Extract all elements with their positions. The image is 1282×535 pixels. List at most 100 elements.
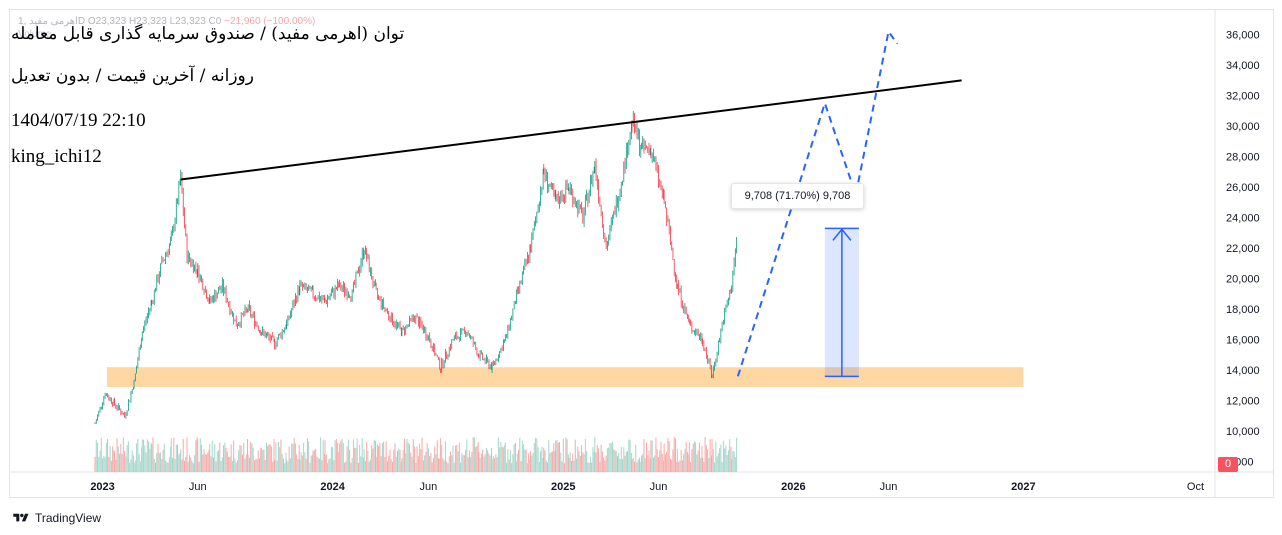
volume-bar bbox=[565, 437, 567, 472]
volume-bar bbox=[410, 452, 412, 472]
volume-bar bbox=[373, 439, 375, 472]
volume-bar bbox=[229, 456, 231, 472]
volume-bar bbox=[324, 440, 326, 472]
volume-bar bbox=[153, 458, 155, 472]
volume-bar bbox=[430, 453, 432, 472]
volume-bar bbox=[705, 445, 707, 472]
y-tick-label: 28,000 bbox=[1226, 152, 1260, 164]
volume-bar bbox=[199, 438, 201, 472]
volume-bar bbox=[554, 451, 556, 472]
volume-bar bbox=[420, 448, 422, 472]
volume-bar bbox=[291, 443, 293, 472]
volume-bar bbox=[629, 439, 631, 472]
volume-bar bbox=[722, 440, 724, 472]
volume-bar bbox=[366, 441, 368, 472]
x-tick-label: Jun bbox=[420, 481, 438, 493]
volume-bar bbox=[175, 444, 177, 472]
volume-bar bbox=[305, 458, 307, 472]
volume-bar bbox=[497, 437, 499, 472]
volume-bar bbox=[234, 458, 236, 472]
legend-change: −21,960 (−100.00%) bbox=[224, 16, 316, 27]
volume-bar bbox=[475, 447, 477, 472]
volume-bar bbox=[552, 451, 554, 472]
volume-bar bbox=[352, 439, 354, 472]
volume-bar bbox=[668, 441, 670, 472]
volume-bar bbox=[139, 461, 141, 472]
volume-bar bbox=[263, 449, 265, 472]
volume-bar bbox=[206, 454, 208, 472]
volume-bar bbox=[124, 450, 126, 472]
volume-bar bbox=[240, 445, 242, 472]
volume-bar bbox=[226, 451, 228, 472]
volume-bar bbox=[105, 442, 107, 472]
volume-bar bbox=[634, 461, 636, 472]
volume-bar bbox=[146, 439, 148, 472]
volume-bar bbox=[726, 454, 728, 472]
volume-bar bbox=[543, 447, 545, 472]
volume-bar bbox=[402, 449, 404, 472]
volume-bar bbox=[467, 457, 469, 472]
volume-bar bbox=[360, 456, 362, 472]
y-tick-label: 18,000 bbox=[1226, 304, 1260, 316]
volume-bar bbox=[531, 455, 533, 472]
volume-bar bbox=[100, 437, 102, 472]
measure-label: 9,708 (71.70%) 9,708 bbox=[731, 183, 864, 209]
volume-bar bbox=[518, 449, 520, 472]
volume-bar bbox=[568, 458, 570, 472]
volume-bar bbox=[125, 456, 127, 472]
volume-bar bbox=[639, 457, 641, 472]
volume-bar bbox=[109, 446, 111, 472]
volume-bar bbox=[412, 439, 414, 472]
volume-bar bbox=[703, 461, 705, 472]
volume-bar bbox=[211, 440, 213, 472]
volume-bar bbox=[259, 458, 261, 472]
volume-bar bbox=[574, 439, 576, 472]
volume-bar bbox=[524, 449, 526, 472]
volume-bar bbox=[460, 462, 462, 472]
volume-bar bbox=[719, 448, 721, 472]
y-tick-label: 36,000 bbox=[1226, 30, 1260, 42]
volume-bar bbox=[350, 462, 352, 472]
volume-bar bbox=[483, 456, 485, 472]
volume-bar bbox=[584, 439, 586, 472]
volume-bar bbox=[276, 460, 278, 472]
volume-bar bbox=[647, 455, 649, 472]
volume-bar bbox=[186, 437, 188, 472]
volume-bar bbox=[289, 458, 291, 472]
ohlc-legend: اهرمی مفید ,1D O23,323 H23,323 L23,323 C… bbox=[18, 16, 315, 27]
volume-bar bbox=[286, 459, 288, 472]
volume-bar bbox=[337, 452, 339, 472]
volume-bar bbox=[598, 448, 600, 472]
volume-bar bbox=[119, 453, 121, 472]
volume-bar bbox=[697, 450, 699, 472]
volume-bar bbox=[192, 463, 194, 472]
volume-bar bbox=[185, 456, 187, 472]
volume-bar bbox=[137, 438, 139, 472]
chart-subtitle: روزانه / آخرین قیمت / بدون تعدیل bbox=[11, 66, 254, 86]
volume-bar bbox=[709, 439, 711, 472]
volume-bar bbox=[315, 448, 317, 472]
volume-bar bbox=[275, 442, 277, 472]
volume-bar bbox=[272, 461, 274, 472]
volume-bar bbox=[416, 446, 418, 472]
volume-bar bbox=[435, 454, 437, 472]
volume-bar bbox=[593, 451, 595, 472]
volume-bar bbox=[441, 445, 443, 472]
x-tick-label: Jun bbox=[189, 481, 207, 493]
volume-bar bbox=[514, 442, 516, 472]
volume-bar bbox=[587, 462, 589, 472]
legend-symbol: اهرمی مفید ,1D bbox=[18, 16, 86, 27]
volume-bar bbox=[421, 437, 423, 472]
volume-bar bbox=[453, 462, 455, 472]
volume-bar bbox=[725, 445, 727, 472]
volume-bar bbox=[520, 461, 522, 472]
volume-bar bbox=[471, 451, 473, 472]
volume-bar bbox=[265, 442, 267, 472]
volume-bar bbox=[628, 439, 630, 472]
volume-bar bbox=[622, 459, 624, 472]
tradingview-logo[interactable]: TradingView bbox=[11, 511, 101, 525]
volume-bar bbox=[439, 438, 441, 472]
volume-bar bbox=[107, 438, 109, 472]
volume-bar bbox=[318, 458, 320, 472]
